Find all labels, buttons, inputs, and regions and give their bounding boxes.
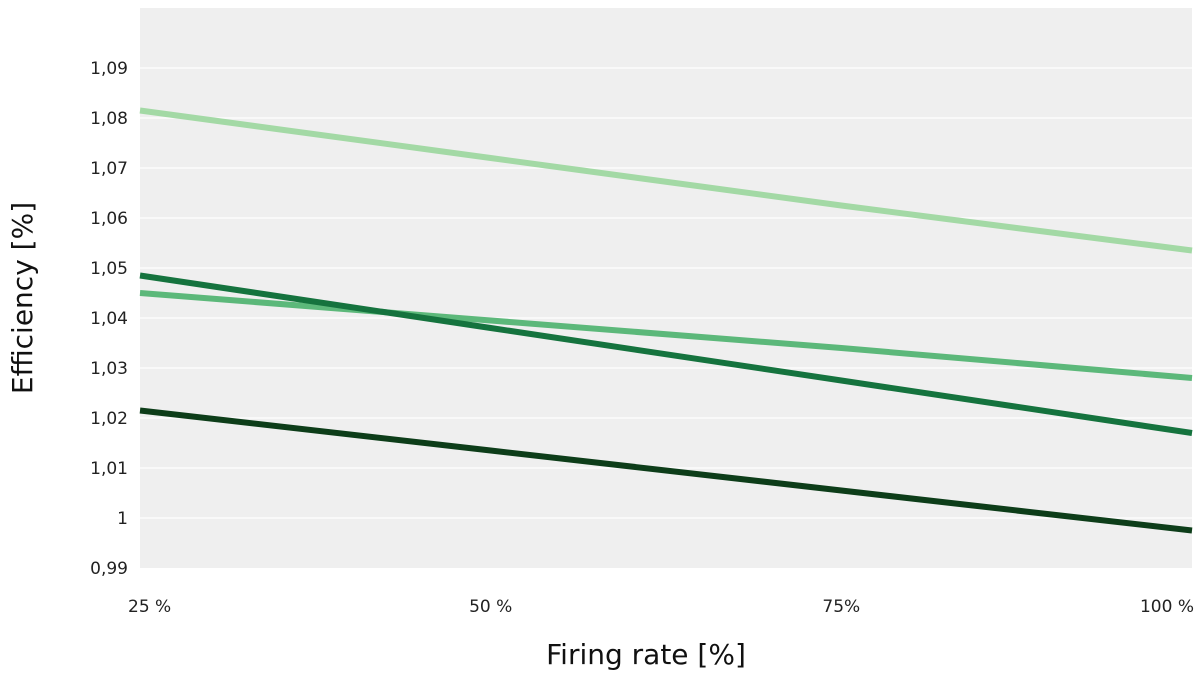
series-line-1 bbox=[139, 107, 1193, 254]
x-tick-label: 25 % bbox=[128, 597, 171, 617]
y-tick-label: 1,09 bbox=[90, 59, 128, 79]
series-line-4 bbox=[139, 407, 1193, 534]
y-tick-label: 0,99 bbox=[90, 559, 128, 579]
y-tick-label: 1,02 bbox=[90, 409, 128, 429]
x-axis-title: Firing rate [%] bbox=[546, 638, 746, 671]
y-tick-label: 1 bbox=[117, 509, 128, 529]
y-axis-ticks: 0,99 1 1,01 1,02 1,03 1,04 1,05 1,06 1,07 1,08 1,0… bbox=[90, 59, 128, 579]
x-axis-ticks: 25 % 50 % 75% 100 % bbox=[128, 597, 1194, 617]
series-group bbox=[139, 107, 1193, 534]
series-line-2 bbox=[139, 290, 1193, 381]
y-tick-label: 1,06 bbox=[90, 209, 128, 229]
y-tick-label: 1,04 bbox=[90, 309, 128, 329]
y-tick-label: 1,01 bbox=[90, 459, 128, 479]
series-line-3 bbox=[139, 272, 1193, 436]
x-tick-label: 50 % bbox=[469, 597, 512, 617]
y-tick-label: 1,07 bbox=[90, 159, 128, 179]
plot-background bbox=[140, 8, 1192, 568]
y-tick-label: 1,08 bbox=[90, 109, 128, 129]
y-tick-label: 1,05 bbox=[90, 259, 128, 279]
x-tick-label: 100 % bbox=[1140, 597, 1194, 617]
grid-lines bbox=[140, 67, 1192, 519]
y-tick-label: 1,03 bbox=[90, 359, 128, 379]
x-tick-label: 75% bbox=[822, 597, 860, 617]
y-axis-title: Efficiency [%] bbox=[6, 202, 39, 394]
